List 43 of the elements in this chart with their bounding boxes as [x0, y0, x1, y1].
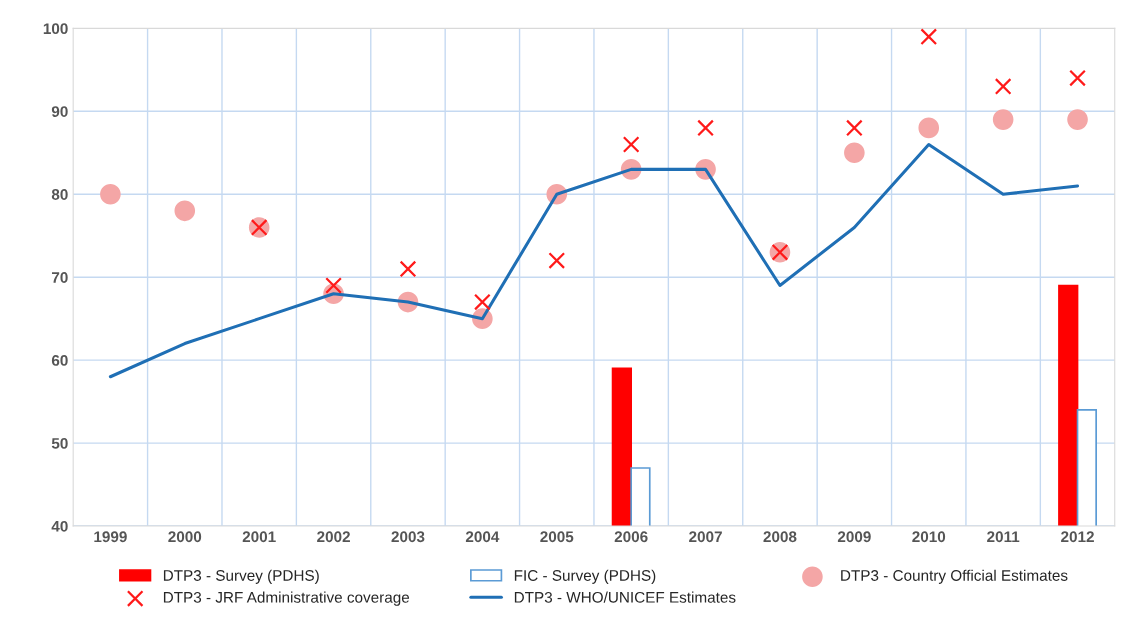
x-tick-label: 2012: [1061, 531, 1094, 543]
y-tick-label: 80: [51, 189, 68, 200]
legend-label: FIC - Survey (PDHS): [514, 569, 656, 584]
point: [174, 200, 196, 222]
point: [918, 117, 940, 139]
x-tick-label: 2007: [689, 531, 722, 543]
x-tick-label: 2004: [465, 531, 500, 543]
x-tick-label: 2009: [837, 531, 871, 543]
x-tick-label: 1999: [94, 531, 127, 543]
y-tick-label: 60: [51, 355, 68, 366]
point: [548, 252, 566, 269]
y-tick-label: 90: [51, 106, 68, 117]
x-tick-label: 2011: [987, 531, 1020, 543]
point: [325, 277, 342, 294]
x-tick-label: 2010: [912, 531, 946, 543]
x-tick-label: 2005: [540, 531, 574, 543]
x-tick-label: 2003: [391, 531, 425, 543]
y-tick-label: 70: [51, 272, 68, 283]
legend-label: DTP3 - WHO/UNICEF Estimates: [514, 591, 736, 603]
point: [100, 183, 121, 205]
x-tick-label: 2002: [317, 531, 350, 543]
legend-label: DTP3 - Country Official Estimates: [841, 569, 1068, 584]
point: [992, 109, 1014, 130]
point: [844, 142, 865, 164]
legend-label: DTP3 - JRF Administrative coverage: [163, 591, 410, 606]
point: [697, 119, 714, 137]
y-tick-label: 50: [51, 437, 68, 449]
point: [473, 293, 491, 311]
y-tick-label: 40: [51, 520, 68, 532]
point: [622, 136, 640, 153]
x-tick-label: 2008: [763, 531, 797, 543]
point: [920, 28, 938, 46]
legend-label: DTP3 - Survey (PDHS): [163, 569, 319, 584]
point: [994, 78, 1012, 95]
y-tick-label: 100: [43, 23, 68, 35]
point: [1067, 109, 1088, 130]
x-tick-label: 2006: [614, 531, 648, 543]
point: [1069, 69, 1086, 87]
x-tick-label: 2000: [168, 531, 202, 543]
point: [845, 119, 863, 137]
point: [399, 260, 417, 278]
x-tick-label: 2001: [242, 531, 276, 543]
line-series: [108, 142, 1080, 379]
